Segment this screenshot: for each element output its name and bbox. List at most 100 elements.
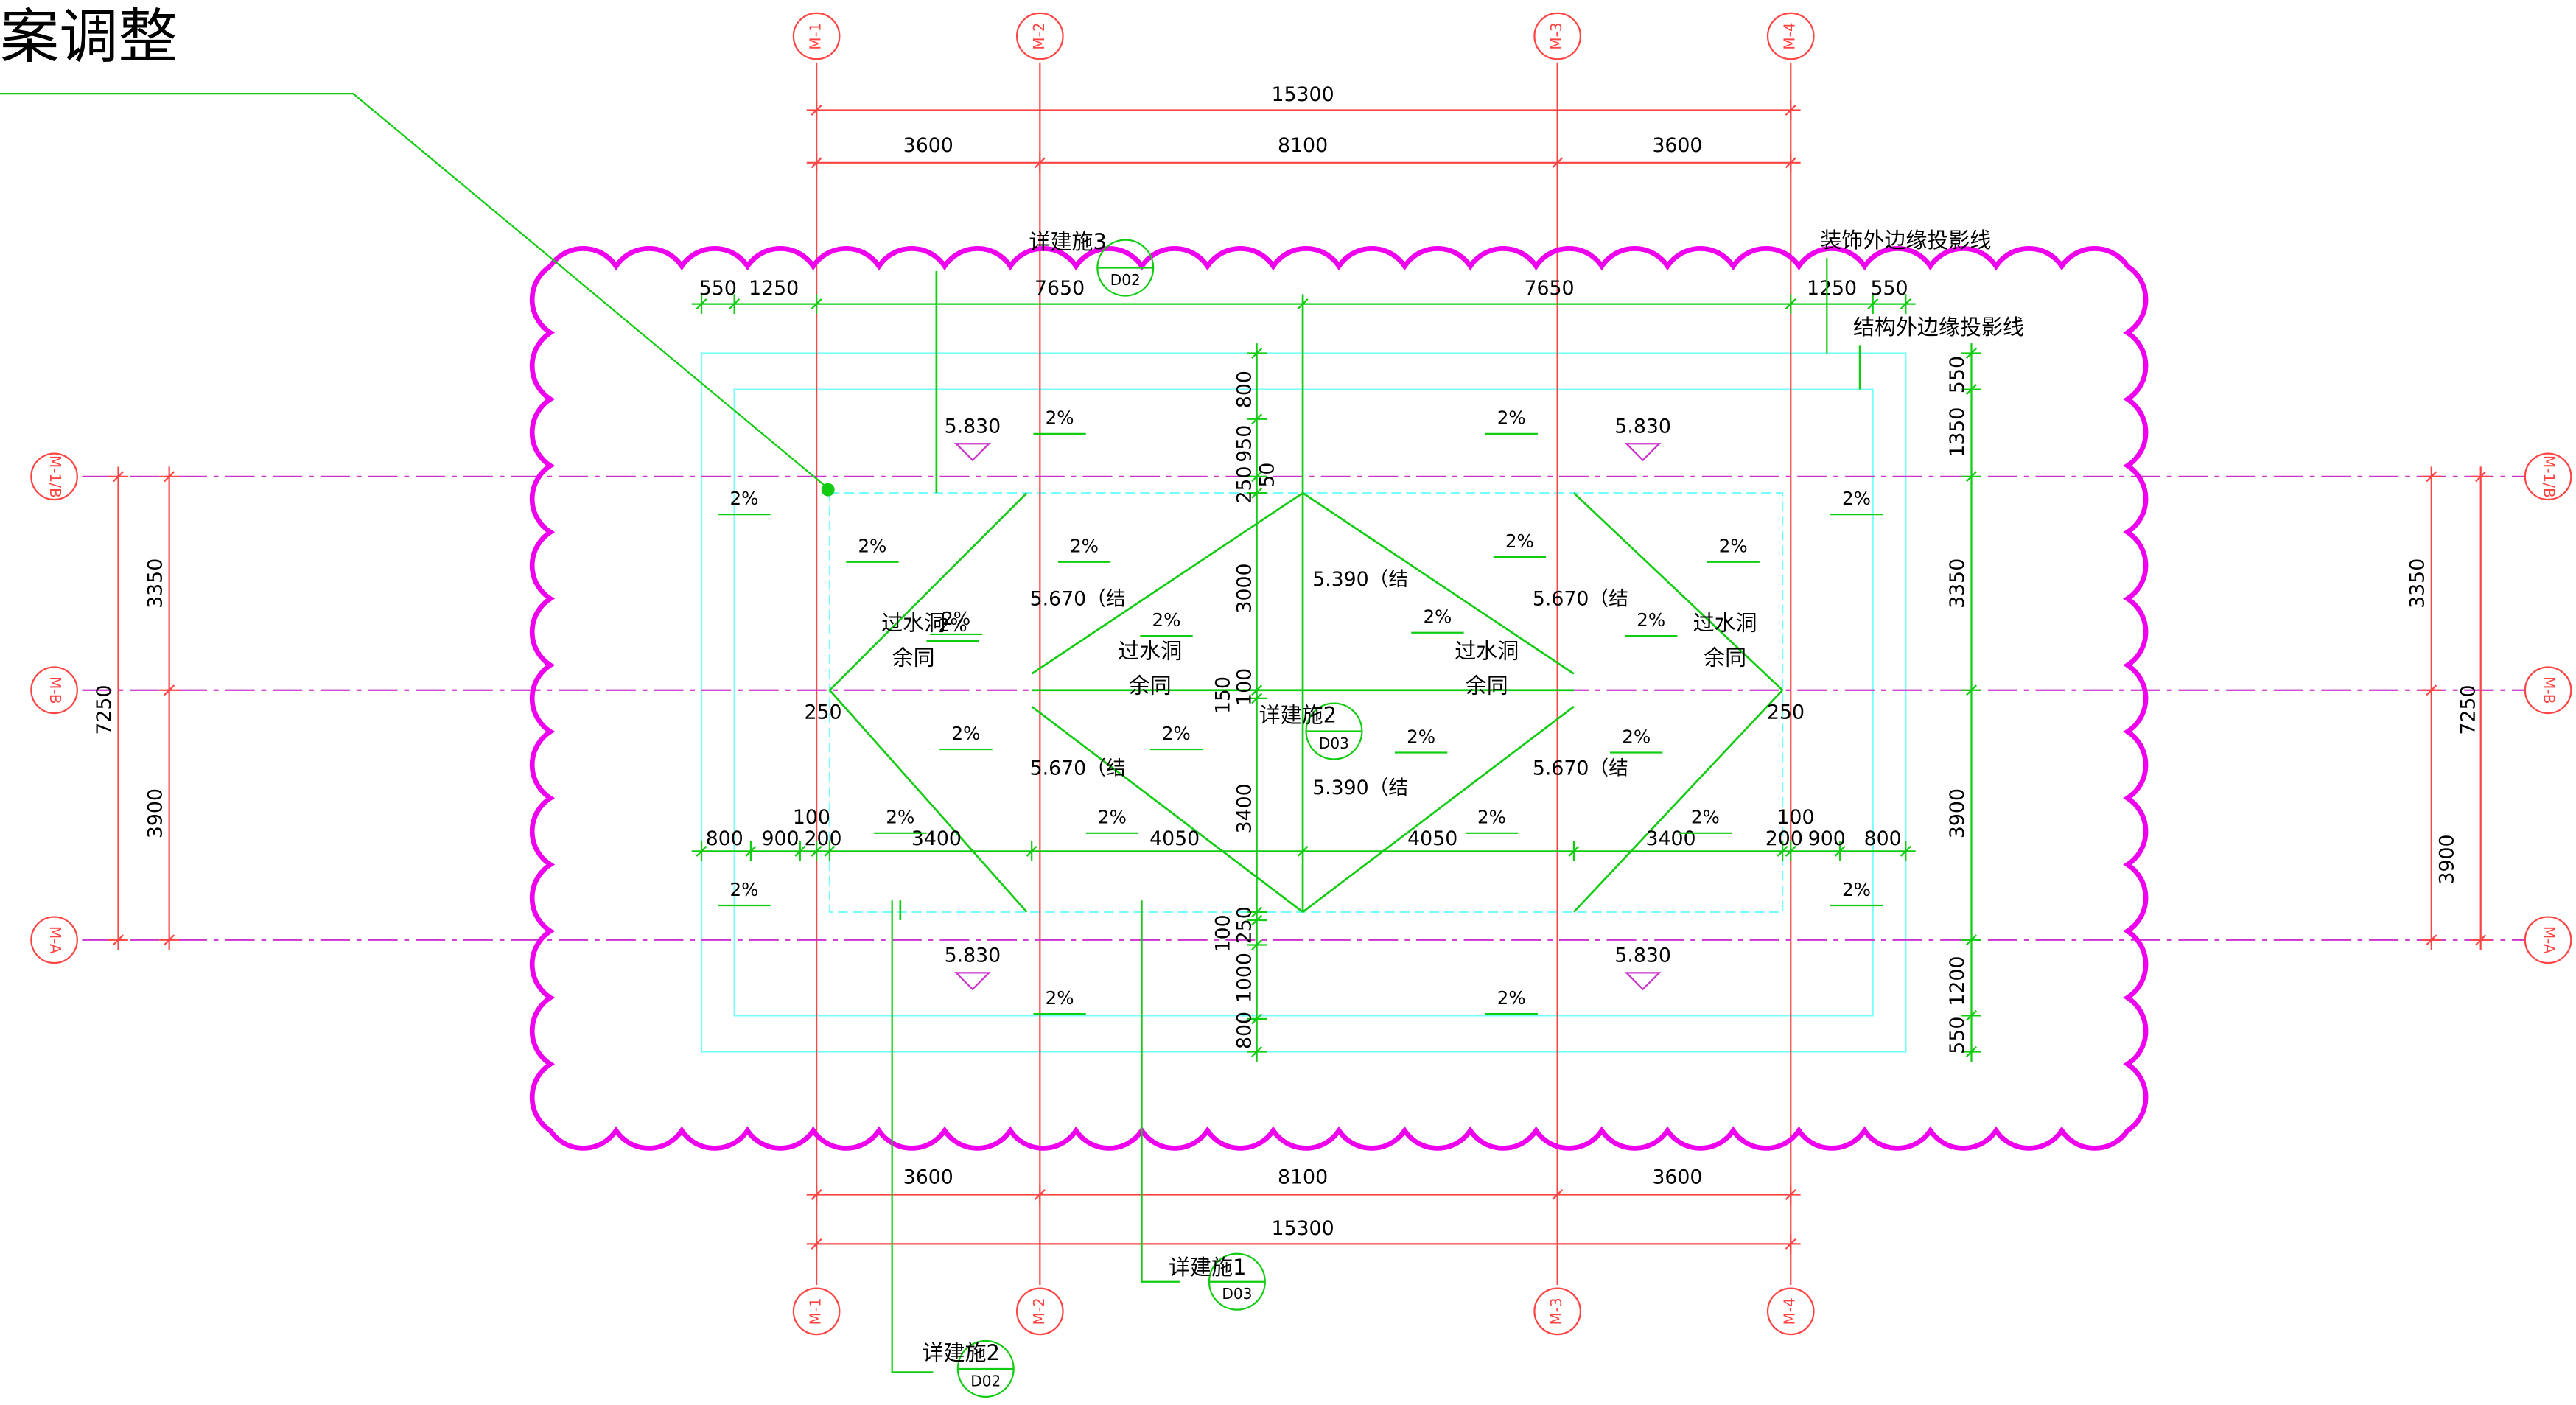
- title: 案调整: [0, 2, 178, 71]
- label: 7650: [1524, 277, 1574, 300]
- label: 3400: [1233, 783, 1256, 833]
- label: 3400: [911, 827, 962, 850]
- axis-label: M-2: [1030, 22, 1048, 49]
- axis-label: M-4: [1781, 1297, 1799, 1325]
- label: 100: [1233, 668, 1256, 706]
- revision-cloud: [529, 246, 2149, 1151]
- note: 过水洞: [1455, 638, 1519, 663]
- slope-label: 2%: [1505, 530, 1534, 552]
- slope-label: 2%: [939, 614, 967, 636]
- elevation-mark: [1624, 972, 1662, 991]
- axis-label: M-4: [1781, 22, 1799, 49]
- label: 550: [1871, 277, 1908, 300]
- axis-bubble: [30, 452, 78, 501]
- roof-line: [1302, 706, 1575, 913]
- leader-line: [0, 93, 830, 491]
- note: 过水洞: [881, 611, 945, 636]
- elevation: 5.670（结: [1030, 588, 1126, 611]
- axis-label: M-2: [1030, 1297, 1048, 1325]
- elevation: 5.670（结: [1030, 757, 1126, 779]
- label: 250: [1767, 701, 1805, 723]
- label: 1200: [1946, 956, 1969, 1006]
- label: 100: [1777, 806, 1814, 829]
- label: 800: [1233, 1012, 1256, 1049]
- label: 200: [804, 827, 841, 850]
- elevation-mark: [1624, 443, 1662, 462]
- label: 200: [1765, 827, 1803, 850]
- slope-label: 2%: [1046, 407, 1074, 429]
- slope-label: 2%: [1842, 488, 1871, 509]
- label: 1250: [1807, 277, 1857, 300]
- axis-label: M-A: [46, 926, 64, 954]
- roof-line: [1031, 706, 1303, 913]
- axis-bubble: [1533, 12, 1581, 60]
- label: 900: [762, 827, 799, 850]
- label: 250: [1233, 906, 1256, 944]
- slope-label: 2%: [1407, 726, 1435, 747]
- slope-label: 2%: [730, 879, 759, 900]
- note: 余同: [892, 645, 935, 670]
- slope-label: 2%: [886, 807, 914, 828]
- leader-note: 装饰外边缘投影线: [1820, 228, 1991, 253]
- label: 3900: [1946, 788, 1969, 838]
- label: 3350: [1946, 558, 1969, 609]
- label: 8100: [1278, 1166, 1328, 1189]
- slope-label: 2%: [1152, 609, 1181, 631]
- roof-line: [1302, 492, 1575, 675]
- label: 900: [1808, 827, 1846, 850]
- label: 1250: [749, 277, 799, 300]
- elevation: 5.670（结: [1533, 588, 1628, 611]
- label: 3000: [1233, 563, 1256, 613]
- axis-bubble: [2524, 916, 2572, 964]
- axis-bubble: [2524, 666, 2572, 715]
- label: 15300: [1272, 1217, 1334, 1240]
- slope-label: 2%: [1477, 807, 1506, 828]
- label: 7650: [1035, 277, 1085, 300]
- slope-label: 2%: [1423, 606, 1452, 628]
- axis-bubble: [30, 666, 78, 715]
- elevation-mark: [953, 443, 991, 462]
- slope-label: 2%: [1070, 536, 1099, 557]
- elevation-mark: [953, 972, 991, 991]
- label: 150: [1212, 676, 1235, 714]
- label: 1000: [1233, 953, 1256, 1003]
- elevation: 5.830: [945, 945, 1001, 967]
- label: 7250: [93, 684, 116, 735]
- label: 550: [1946, 356, 1969, 393]
- label: 800: [706, 827, 743, 850]
- label: 1350: [1946, 407, 1969, 458]
- note: 过水洞: [1693, 611, 1757, 636]
- note: 余同: [1704, 645, 1746, 670]
- slope-label: 2%: [1098, 807, 1127, 828]
- elevation: 5.830: [1614, 945, 1671, 967]
- label: 3350: [144, 558, 167, 609]
- slope-label: 2%: [942, 608, 970, 629]
- slope-label: 2%: [858, 536, 886, 557]
- axis-label: M-B: [46, 676, 64, 704]
- roof-line: [1031, 492, 1303, 675]
- elevation: 5.830: [1614, 415, 1671, 438]
- label: 950: [1233, 425, 1256, 463]
- label: 3600: [903, 134, 953, 157]
- roof-line: [828, 492, 1028, 691]
- label: 3350: [2406, 558, 2429, 609]
- axis-bubble: [792, 1287, 841, 1336]
- slope-label: 2%: [952, 723, 981, 744]
- label: 3900: [2436, 834, 2459, 884]
- roof-inner: [828, 492, 1784, 913]
- slope-label: 2%: [1622, 726, 1651, 747]
- label: 250: [1233, 466, 1256, 503]
- axis-label: M-1: [807, 1297, 825, 1325]
- note: 过水洞: [1118, 638, 1182, 663]
- label: 4050: [1407, 827, 1457, 850]
- label: 15300: [1272, 83, 1334, 106]
- slope-label: 2%: [730, 488, 759, 509]
- axis-label: M-1/B: [2541, 455, 2558, 498]
- slope-label: 2%: [1719, 536, 1748, 557]
- label: 4050: [1149, 827, 1200, 850]
- label: 3400: [1645, 827, 1695, 850]
- slope-label: 2%: [1637, 609, 1665, 631]
- slope-label: 2%: [1046, 987, 1074, 1009]
